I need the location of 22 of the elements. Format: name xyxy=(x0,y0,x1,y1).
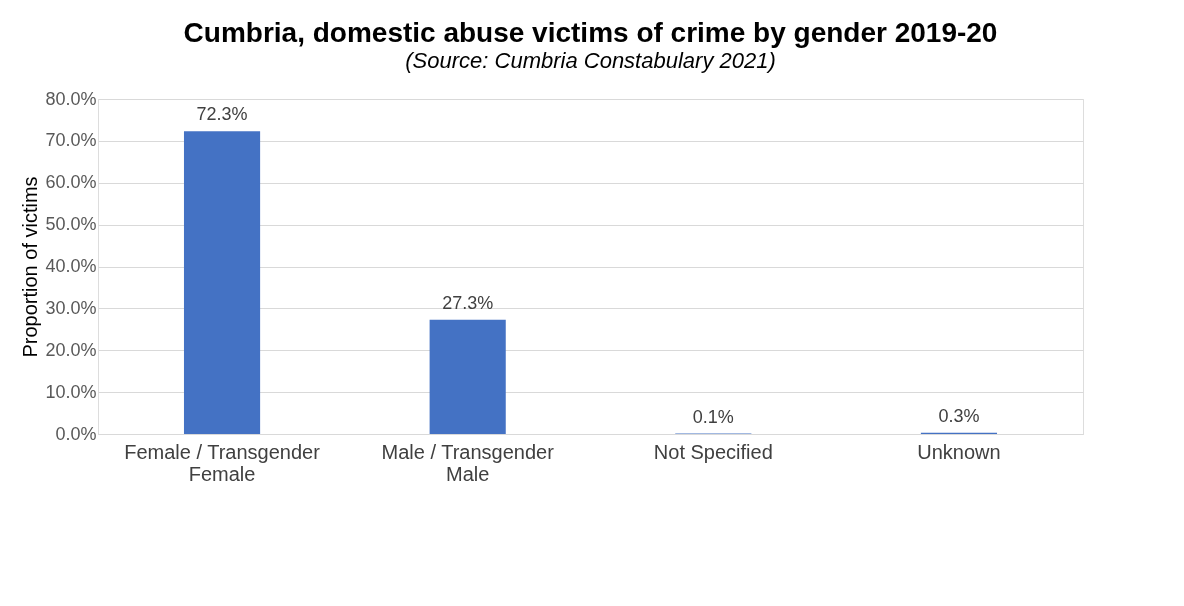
chart-subtitle: (Source: Cumbria Constabulary 2021) xyxy=(405,48,776,73)
y-tick-label: 10.0% xyxy=(45,381,97,402)
x-tick-label: Male / Transgender Male xyxy=(381,440,555,485)
y-tick-label: 80.0% xyxy=(45,88,97,109)
x-tick-label: Unknown xyxy=(917,440,1001,463)
y-tick-label: 20.0% xyxy=(45,339,97,360)
x-tick-label: Not Specified xyxy=(653,440,773,463)
bar xyxy=(429,319,506,434)
y-tick-label: 30.0% xyxy=(45,297,97,318)
data-label: 0.1% xyxy=(692,406,734,427)
y-axis-title: Proportion of victims xyxy=(19,176,42,358)
data-label: 0.3% xyxy=(938,405,980,426)
data-label: 72.3% xyxy=(196,104,248,125)
bar xyxy=(183,131,261,434)
y-tick-label: 0.0% xyxy=(55,423,97,444)
y-tick-label: 60.0% xyxy=(45,172,97,193)
data-label: 27.3% xyxy=(442,292,494,313)
y-tick-label: 70.0% xyxy=(45,130,97,151)
y-tick-label: 40.0% xyxy=(45,256,97,276)
y-tick-label: 50.0% xyxy=(45,214,97,235)
x-tick-label: Female / Transgender Female xyxy=(124,440,321,485)
chart-title: Cumbria, domestic abuse victims of crime by gender 2019-20 xyxy=(183,17,998,48)
